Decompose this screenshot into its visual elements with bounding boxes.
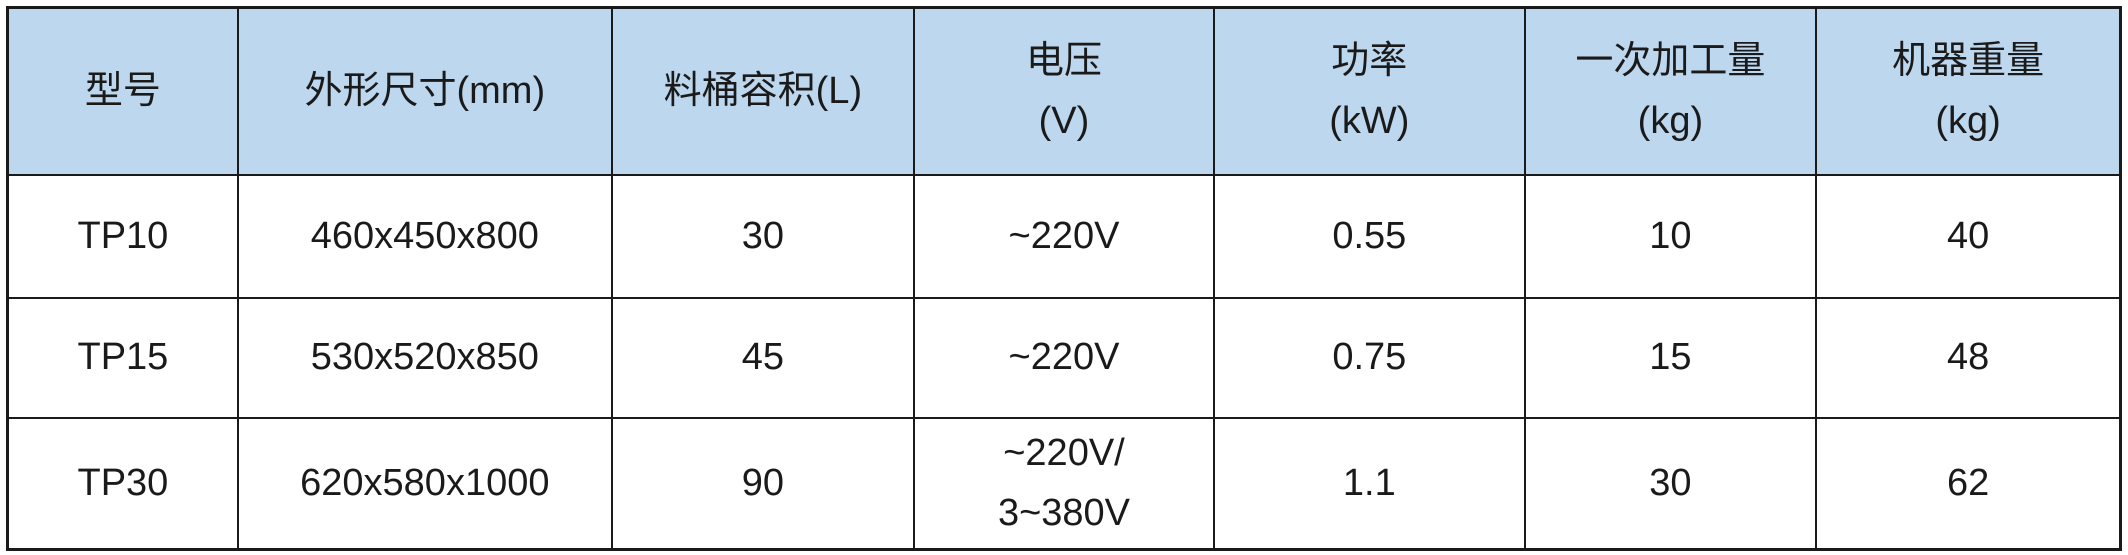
- header-cell-voltage: 电压 (V): [912, 6, 1216, 176]
- header-label-batch-line2: (kg): [1637, 100, 1704, 143]
- header-cell-batch: 一次加工量 (kg): [1523, 6, 1818, 176]
- header-label-dimensions: 外形尺寸(mm): [304, 70, 546, 113]
- table-row: TP15 530x520x850 45 ~220V 0.75 15 48: [6, 296, 2122, 419]
- table-header: 型号 外形尺寸(mm) 料桶容积(L) 电压 (V) 功率 (kW): [6, 6, 2122, 176]
- cell-value: 90: [741, 462, 785, 505]
- cell-value: 620x580x1000: [300, 462, 550, 505]
- cell-dimensions: 620x580x1000: [236, 416, 613, 551]
- cell-weight: 40: [1815, 173, 2122, 299]
- cell-voltage: ~220V: [912, 296, 1216, 419]
- cell-value: 10: [1649, 214, 1692, 257]
- header-label-batch: 一次加工量: [1575, 40, 1766, 83]
- header-label-power: 功率: [1331, 40, 1408, 83]
- cell-value: 0.55: [1332, 214, 1407, 257]
- header-label-capacity: 料桶容积(L): [663, 70, 863, 113]
- cell-value: TP10: [77, 214, 169, 257]
- header-cell-capacity: 料桶容积(L): [610, 6, 915, 176]
- cell-power: 0.55: [1213, 173, 1526, 299]
- cell-power: 0.75: [1213, 296, 1526, 419]
- spec-table: 型号 外形尺寸(mm) 料桶容积(L) 电压 (V) 功率 (kW): [6, 6, 2122, 551]
- cell-voltage: ~220V/3~380V: [912, 416, 1216, 551]
- cell-value: 530x520x850: [310, 336, 539, 379]
- cell-value: ~220V: [1008, 336, 1120, 379]
- cell-power: 1.1: [1213, 416, 1526, 551]
- cell-value-line2: 3~380V: [997, 492, 1131, 535]
- cell-batch: 15: [1523, 296, 1818, 419]
- cell-value: 45: [741, 336, 785, 379]
- cell-value: ~220V/: [1003, 432, 1125, 475]
- header-label-weight-line2: (kg): [1935, 100, 2001, 143]
- cell-value: 460x450x800: [310, 214, 539, 257]
- cell-value: TP15: [77, 336, 169, 379]
- cell-capacity: 30: [610, 173, 915, 299]
- table-row: TP30 620x580x1000 90 ~220V/3~380V 1.1 30…: [6, 416, 2122, 551]
- cell-voltage: ~220V: [912, 173, 1216, 299]
- header-label-power-line2: (kW): [1329, 100, 1410, 143]
- header-label-voltage-line2: (V): [1038, 100, 1090, 143]
- cell-weight: 48: [1815, 296, 2122, 419]
- cell-value: 30: [1649, 462, 1692, 505]
- cell-model: TP30: [6, 416, 239, 551]
- cell-model: TP15: [6, 296, 239, 419]
- cell-batch: 10: [1523, 173, 1818, 299]
- header-label-weight: 机器重量: [1892, 40, 2045, 83]
- header-cell-power: 功率 (kW): [1213, 6, 1526, 176]
- table-row: TP10 460x450x800 30 ~220V 0.55 10 40: [6, 173, 2122, 299]
- cell-capacity: 45: [610, 296, 915, 419]
- header-label-voltage: 电压: [1025, 40, 1102, 83]
- cell-value: ~220V: [1008, 214, 1120, 257]
- cell-batch: 30: [1523, 416, 1818, 551]
- cell-weight: 62: [1815, 416, 2122, 551]
- cell-capacity: 90: [610, 416, 915, 551]
- cell-dimensions: 460x450x800: [236, 173, 613, 299]
- cell-value: 40: [1946, 214, 1990, 257]
- header-cell-weight: 机器重量 (kg): [1815, 6, 2122, 176]
- header-label-model: 型号: [84, 70, 161, 113]
- table-body: TP10 460x450x800 30 ~220V 0.55 10 40 TP1…: [6, 173, 2122, 551]
- cell-value: 1.1: [1342, 462, 1396, 505]
- cell-dimensions: 530x520x850: [236, 296, 613, 419]
- cell-value: 48: [1946, 336, 1990, 379]
- header-row: 型号 外形尺寸(mm) 料桶容积(L) 电压 (V) 功率 (kW): [6, 6, 2122, 176]
- cell-model: TP10: [6, 173, 239, 299]
- cell-value: 62: [1946, 462, 1990, 505]
- cell-value: 15: [1649, 336, 1692, 379]
- cell-value: 30: [741, 214, 785, 257]
- cell-value: TP30: [77, 462, 169, 505]
- header-cell-model: 型号: [6, 6, 239, 176]
- header-cell-dimensions: 外形尺寸(mm): [236, 6, 613, 176]
- cell-value: 0.75: [1332, 336, 1407, 379]
